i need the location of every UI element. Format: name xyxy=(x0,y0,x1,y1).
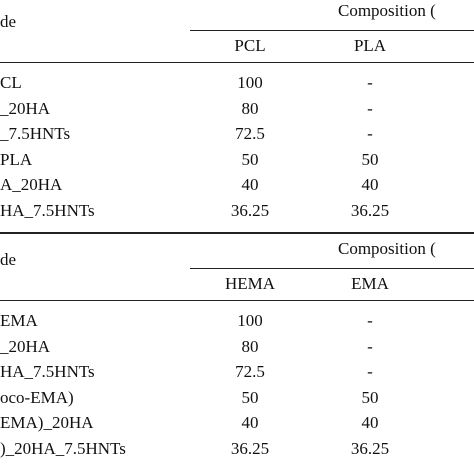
cell: - xyxy=(367,336,373,356)
row-code: PLA xyxy=(0,149,33,169)
cell: 36.25 xyxy=(230,438,270,458)
cell: 40 xyxy=(361,413,379,432)
cell: - xyxy=(367,124,373,143)
column-header: EMA xyxy=(351,274,389,293)
row-code: A_20HA xyxy=(0,175,63,194)
cell: 50 xyxy=(241,149,259,169)
code-header: de xyxy=(0,12,17,31)
cell: 36.25 xyxy=(230,200,270,220)
cell: 50 xyxy=(241,387,259,407)
mid-rule xyxy=(0,62,474,63)
cell: 72.5 xyxy=(235,362,265,381)
cell: - xyxy=(367,311,373,330)
row-code: )_20HA_7.5HNTs xyxy=(0,438,126,458)
code-header: de xyxy=(0,250,17,269)
cell: 72.5 xyxy=(235,124,265,143)
cell: 100 xyxy=(237,311,263,330)
cell: 80 xyxy=(241,336,259,356)
row-code: _20HA xyxy=(0,336,51,356)
cell: - xyxy=(367,362,373,381)
header-rule xyxy=(190,30,474,31)
cell: - xyxy=(367,98,373,118)
table-rule xyxy=(0,232,474,234)
cell: 40 xyxy=(241,175,259,194)
cell: 36.25 xyxy=(350,200,390,220)
row-code: EMA)_20HA xyxy=(0,413,94,432)
row-code: oco-EMA) xyxy=(0,387,74,407)
row-code: _7.5HNTs xyxy=(0,124,71,143)
cell: 50 xyxy=(361,387,379,407)
row-code: HA_7.5HNTs xyxy=(0,200,95,220)
column-header: PLA xyxy=(353,36,387,55)
row-code: EMA xyxy=(0,311,38,330)
row-code: _20HA xyxy=(0,98,51,118)
row-code: HA_7.5HNTs xyxy=(0,362,95,381)
composition-header: Composition ( xyxy=(338,1,436,20)
header-rule xyxy=(190,268,474,269)
cell: 40 xyxy=(241,413,259,432)
cell: 80 xyxy=(241,98,259,118)
cell: 36.25 xyxy=(350,438,390,458)
mid-rule xyxy=(0,300,474,301)
row-code: CL xyxy=(0,73,22,92)
column-header: PCL xyxy=(234,36,266,55)
cell: 100 xyxy=(237,73,263,92)
cell: 50 xyxy=(361,149,379,169)
column-header: HEMA xyxy=(224,274,276,293)
composition-header: Composition ( xyxy=(338,239,436,258)
cell: 40 xyxy=(361,175,379,194)
cell: - xyxy=(367,73,373,92)
